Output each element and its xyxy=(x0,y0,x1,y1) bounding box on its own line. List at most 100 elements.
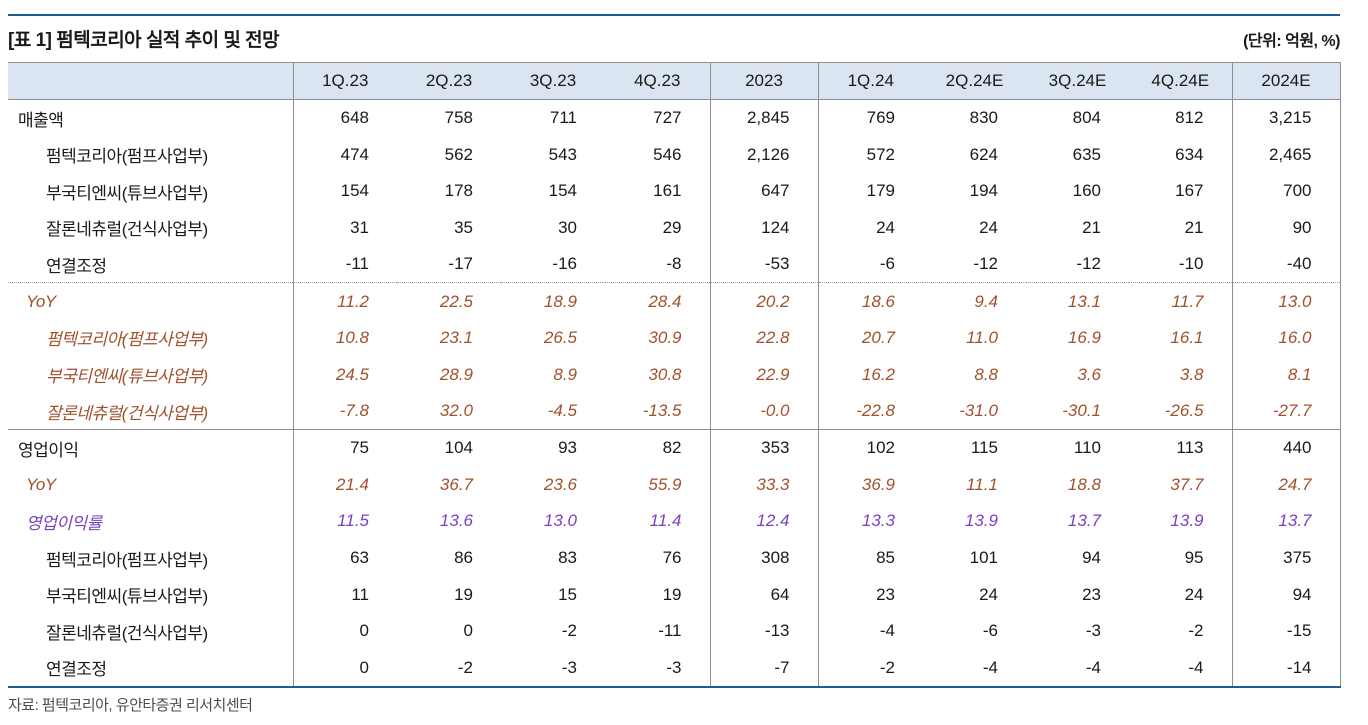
table-row: 펌텍코리아(펌프사업부) 10.8 23.1 26.5 30.9 22.8 20.7 11.0… xyxy=(8,319,1341,357)
cell-value: 8.8 xyxy=(974,364,998,384)
cell-value: 76 xyxy=(662,548,682,568)
cell-value: 13.7 xyxy=(1067,511,1101,531)
cell-value: 727 xyxy=(653,108,682,128)
cell-value: 90 xyxy=(1231,209,1341,247)
cell-value: 101 xyxy=(969,548,998,568)
cell-value: 21 xyxy=(1082,217,1101,237)
cell-value: -22.8 xyxy=(817,393,923,430)
row-label: 영업이익률 xyxy=(26,513,102,533)
cell-value: 20.2 xyxy=(709,282,818,320)
cell-value: 154 xyxy=(292,172,397,210)
cell-value: -11 xyxy=(292,246,397,283)
table-body: 매출액 648 758 711 727 2,845 769 830 804 812 3,215 펌텍코… xyxy=(8,99,1341,687)
cell-value: -17 xyxy=(448,254,473,274)
cell-value: 20.7 xyxy=(817,319,923,357)
cell-value: 648 xyxy=(292,99,397,137)
cell-value: 23 xyxy=(817,576,923,614)
cell-value: 11.1 xyxy=(966,474,998,494)
cell-value: 113 xyxy=(1176,438,1204,458)
cell-value: 634 xyxy=(1175,144,1204,164)
header-row: 1Q.23 2Q.23 3Q.23 4Q.23 2023 1Q.24 2Q.24E 3Q.24… xyxy=(8,62,1341,100)
cell-value: 440 xyxy=(1231,429,1341,467)
cell-value: 22.9 xyxy=(709,356,818,393)
cell-value: 104 xyxy=(444,438,473,458)
table-row: 매출액 648 758 711 727 2,845 769 830 804 812 3,215 xyxy=(8,99,1341,137)
cell-value: -53 xyxy=(709,246,818,283)
row-label: 잘론네츄럴(건식사업부) xyxy=(46,623,208,643)
cell-value: 13.3 xyxy=(817,503,923,540)
cell-value: 24.7 xyxy=(1231,466,1341,504)
cell-value: 24 xyxy=(1184,584,1204,604)
cell-value: 23.6 xyxy=(543,474,577,494)
cell-value: 24.5 xyxy=(292,356,397,393)
cell-value: 830 xyxy=(969,108,998,128)
column-header: 2023 xyxy=(709,62,818,100)
cell-value: 94 xyxy=(1082,548,1101,568)
cell-value: -0.0 xyxy=(709,393,818,430)
cell-value: -4 xyxy=(817,613,923,650)
cell-value: 624 xyxy=(969,144,998,164)
cell-value: 31 xyxy=(292,209,397,247)
cell-value: 33.3 xyxy=(709,466,818,504)
row-label: YoY xyxy=(26,291,56,311)
cell-value: 635 xyxy=(1072,144,1101,164)
cell-value: 23 xyxy=(1082,584,1101,604)
cell-value: -7 xyxy=(709,649,818,687)
financials-table: 1Q.23 2Q.23 3Q.23 4Q.23 2023 1Q.24 2Q.24E 3Q.24… xyxy=(8,62,1341,688)
unit-label: (단위: 억원, %) xyxy=(1243,33,1340,50)
cell-value: 11 xyxy=(292,576,397,614)
cell-value: -7.8 xyxy=(292,393,397,430)
cell-value: 86 xyxy=(454,548,473,568)
cell-value: 21 xyxy=(1184,217,1204,237)
cell-value: 572 xyxy=(817,136,923,173)
cell-value: 64 xyxy=(709,576,818,614)
cell-value: 8.9 xyxy=(553,364,577,384)
cell-value: 3,215 xyxy=(1231,99,1341,137)
table-row: YoY 11.2 22.5 18.9 28.4 20.2 18.6 9.4 13.1 11.7 13… xyxy=(8,282,1341,320)
cell-value: 29 xyxy=(662,217,682,237)
table-row: 펌텍코리아(펌프사업부) 63 86 83 76 308 85 101 94 95 375 xyxy=(8,539,1341,577)
cell-value: 647 xyxy=(709,172,818,210)
row-label: 펌텍코리아(펌프사업부) xyxy=(46,550,208,570)
table-row: 부국티엔씨(튜브사업부) 154 178 154 161 647 179 194 160 167 7… xyxy=(8,172,1341,210)
cell-value: 0 xyxy=(463,621,473,641)
cell-value: 11.0 xyxy=(966,327,998,347)
table-row: 영업이익 75 104 93 82 353 102 115 110 113 440 xyxy=(8,429,1341,467)
cell-value: 30 xyxy=(558,217,577,237)
cell-value: 10.8 xyxy=(292,319,397,357)
cell-value: -16 xyxy=(552,254,577,274)
cell-value: -4 xyxy=(982,657,998,677)
cell-value: 16.1 xyxy=(1170,327,1204,347)
cell-value: 93 xyxy=(558,438,577,458)
row-label: 연결조정 xyxy=(46,256,107,276)
cell-value: -15 xyxy=(1231,613,1341,650)
table-row: 잘론네츄럴(건식사업부) 0 0 -2 -11 -13 -4 -6 -3 -2 -15 xyxy=(8,613,1341,650)
column-header: 2Q.23 xyxy=(425,71,473,90)
cell-value: 95 xyxy=(1184,548,1204,568)
cell-value: 115 xyxy=(970,438,998,458)
cell-value: 22.5 xyxy=(439,291,473,311)
table-row: 연결조정 -11 -17 -16 -8 -53 -6 -12 -12 -10 -40 xyxy=(8,246,1341,283)
cell-value: 13.9 xyxy=(964,511,998,531)
cell-value: 154 xyxy=(548,181,577,201)
cell-value: 18.6 xyxy=(817,282,923,320)
cell-value: -6 xyxy=(982,621,998,641)
cell-value: 0 xyxy=(292,649,397,687)
cell-value: 16.9 xyxy=(1067,327,1101,347)
cell-value: 102 xyxy=(817,429,923,467)
cell-value: 11.5 xyxy=(292,503,397,540)
cell-value: 562 xyxy=(444,144,473,164)
cell-value: 8.1 xyxy=(1231,356,1341,393)
row-label: 잘론네츄럴(건식사업부) xyxy=(46,220,208,240)
cell-value: 55.9 xyxy=(648,474,682,494)
cell-value: 543 xyxy=(548,144,577,164)
row-label: 부국티엔씨(튜브사업부) xyxy=(46,367,208,387)
cell-value: 13.1 xyxy=(1067,291,1101,311)
cell-value: 28.9 xyxy=(439,364,473,384)
cell-value: -4 xyxy=(1188,657,1204,677)
table-row: 잘론네츄럴(건식사업부) -7.8 32.0 -4.5 -13.5 -0.0 -22.8 -3… xyxy=(8,393,1341,430)
cell-value: 474 xyxy=(292,136,397,173)
cell-value: 124 xyxy=(709,209,818,247)
row-label: YoY xyxy=(26,474,56,494)
cell-value: 110 xyxy=(1073,438,1101,458)
